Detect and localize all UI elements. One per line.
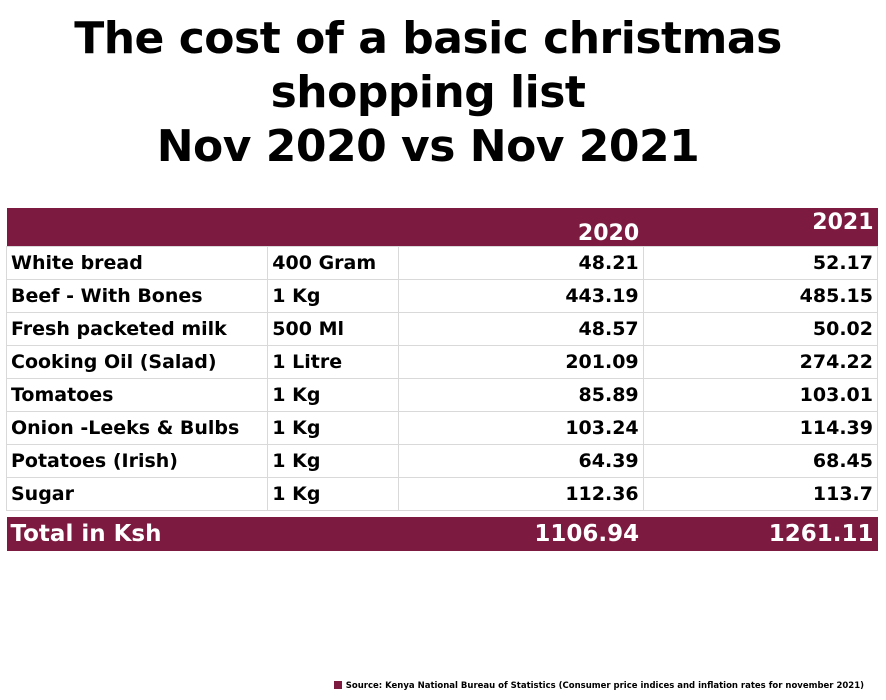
table-gap	[6, 510, 878, 517]
cell-unit: 500 Ml	[267, 312, 399, 346]
price-table: 2020 2021 White bread 400 Gram 48.21 52.17 B…	[5, 208, 879, 551]
cell-2020: 48.21	[397, 246, 644, 280]
table-row: Cooking Oil (Salad) 1 Litre 201.09 274.22	[5, 345, 879, 379]
cell-2021: 52.17	[642, 246, 879, 280]
table-gap-cell	[6, 510, 878, 517]
cell-item: Tomatoes	[5, 378, 269, 412]
cell-unit: 400 Gram	[267, 246, 399, 280]
source-marker-icon	[333, 681, 342, 689]
total-label: Total in Ksh	[6, 517, 399, 551]
title-line-1: The cost of a basic christmas	[74, 13, 782, 64]
cell-2020: 85.89	[397, 378, 644, 412]
cell-2021: 50.02	[642, 312, 879, 346]
cell-unit: 1 Kg	[267, 279, 399, 313]
cell-2021: 103.01	[642, 378, 879, 412]
cell-item: Beef - With Bones	[5, 279, 269, 313]
header-unit	[267, 208, 399, 247]
cell-unit: 1 Kg	[267, 411, 399, 445]
table-row: White bread 400 Gram 48.21 52.17	[5, 246, 879, 280]
table-row: Tomatoes 1 Kg 85.89 103.01	[5, 378, 879, 412]
total-row: Total in Ksh 1106.94 1261.11	[6, 517, 878, 551]
cell-unit: 1 Kg	[267, 477, 399, 511]
table-header-row: 2020 2021	[6, 208, 878, 247]
table-row: Sugar 1 Kg 112.36 113.7	[5, 477, 879, 511]
header-2020: 2020	[398, 208, 644, 247]
source-note: Source: Kenya National Bureau of Statist…	[333, 681, 864, 691]
cell-item: Potatoes (Irish)	[5, 444, 269, 478]
cell-unit: 1 Litre	[267, 345, 399, 379]
cell-unit: 1 Kg	[267, 378, 399, 412]
cell-item: Sugar	[5, 477, 269, 511]
cell-item: Onion -Leeks & Bulbs	[5, 411, 269, 445]
cell-2020: 64.39	[397, 444, 644, 478]
cell-item: White bread	[5, 246, 269, 280]
title-line-2: shopping list	[270, 67, 586, 118]
cell-unit: 1 Kg	[267, 444, 399, 478]
total-2020: 1106.94	[398, 517, 644, 551]
cell-2020: 103.24	[397, 411, 644, 445]
cell-2020: 443.19	[397, 279, 644, 313]
cell-item: Cooking Oil (Salad)	[5, 345, 269, 379]
cell-2020: 48.57	[397, 312, 644, 346]
cell-item: Fresh packeted milk	[5, 312, 269, 346]
table-row: Fresh packeted milk 500 Ml 48.57 50.02	[5, 312, 879, 346]
chart-title: The cost of a basic christmas shopping l…	[0, 12, 856, 174]
cell-2020: 112.36	[397, 477, 644, 511]
title-line-3: Nov 2020 vs Nov 2021	[156, 121, 700, 172]
cell-2021: 114.39	[642, 411, 879, 445]
table-row: Potatoes (Irish) 1 Kg 64.39 68.45	[5, 444, 879, 478]
header-2021: 2021	[643, 208, 878, 247]
cell-2021: 113.7	[642, 477, 879, 511]
source-text: Source: Kenya National Bureau of Statist…	[345, 681, 864, 691]
header-item	[6, 208, 268, 247]
cell-2021: 68.45	[642, 444, 879, 478]
cell-2020: 201.09	[397, 345, 644, 379]
table-row: Beef - With Bones 1 Kg 443.19 485.15	[5, 279, 879, 313]
cell-2021: 485.15	[642, 279, 879, 313]
cell-2021: 274.22	[642, 345, 879, 379]
table-row: Onion -Leeks & Bulbs 1 Kg 103.24 114.39	[5, 411, 879, 445]
total-2021: 1261.11	[643, 517, 878, 551]
